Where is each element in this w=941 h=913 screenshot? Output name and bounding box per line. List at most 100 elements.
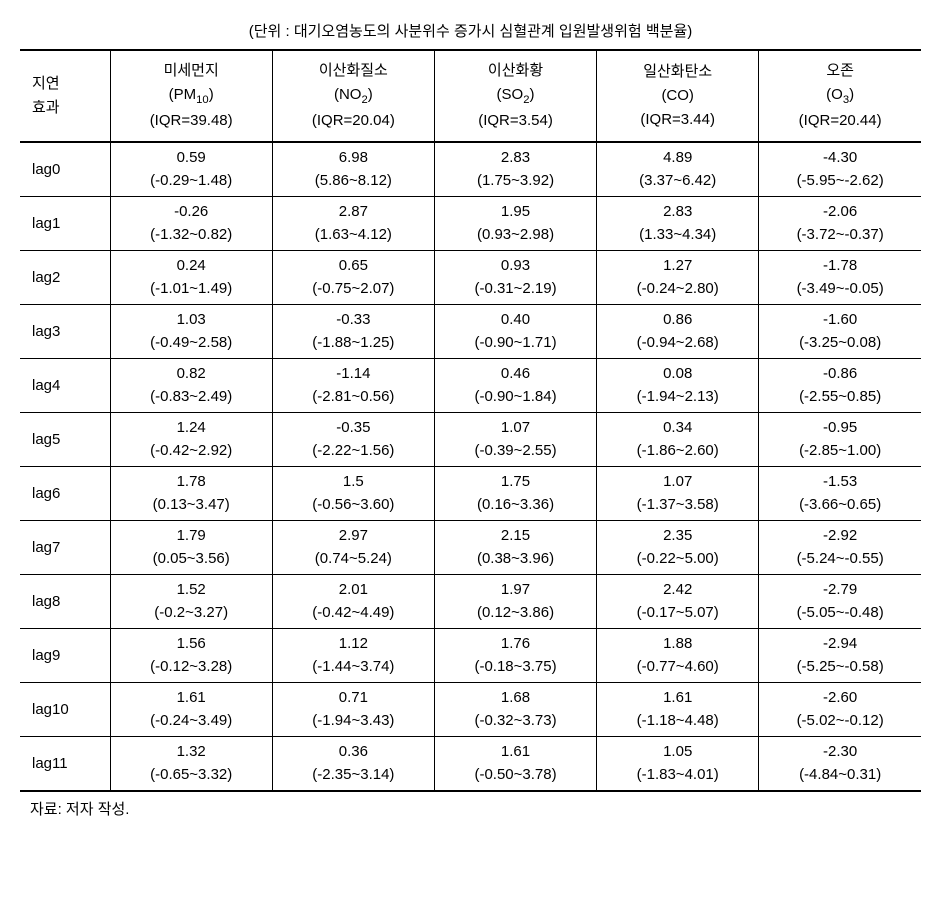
table-row: lag81.52(-0.2~3.27)2.01(-0.42~4.49)1.97(…: [20, 575, 921, 629]
header-formula: (NO2): [334, 86, 373, 103]
cell-value: 0.86: [599, 309, 756, 332]
data-cell: 2.15(0.38~3.96): [434, 521, 596, 575]
data-cell: 0.86(-0.94~2.68): [597, 305, 759, 359]
cell-value: 0.24: [113, 255, 270, 278]
data-cell: 0.46(-0.90~1.84): [434, 359, 596, 413]
cell-range: (-0.12~3.28): [113, 656, 270, 679]
table-row: lag51.24(-0.42~2.92)-0.35(-2.22~1.56)1.0…: [20, 413, 921, 467]
unit-label: (단위 : 대기오염농도의 사분위수 증가시 심혈관계 입원발생위험 백분율): [20, 20, 921, 41]
data-cell: 0.71(-1.94~3.43): [272, 683, 434, 737]
cell-range: (-2.85~1.00): [761, 440, 919, 463]
data-cell: 1.79(0.05~3.56): [110, 521, 272, 575]
lag-cell: lag1: [20, 197, 110, 251]
table-row: lag111.32(-0.65~3.32)0.36(-2.35~3.14)1.6…: [20, 737, 921, 792]
table-row: lag91.56(-0.12~3.28)1.12(-1.44~3.74)1.76…: [20, 629, 921, 683]
header-o3: 오존 (O3) (IQR=20.44): [759, 50, 921, 142]
data-cell: 1.12(-1.44~3.74): [272, 629, 434, 683]
cell-range: (0.74~5.24): [275, 548, 432, 571]
cell-value: 1.79: [113, 525, 270, 548]
cell-value: 1.56: [113, 633, 270, 656]
header-iqr: (IQR=20.04): [312, 112, 395, 129]
header-iqr: (IQR=3.44): [640, 111, 715, 128]
header-name: 미세먼지: [164, 62, 219, 79]
cell-value: -4.30: [761, 147, 919, 170]
cell-range: (-0.83~2.49): [113, 386, 270, 409]
cell-value: 1.61: [599, 687, 756, 710]
data-cell: 1.61(-1.18~4.48): [597, 683, 759, 737]
table-row: lag61.78(0.13~3.47)1.5(-0.56~3.60)1.75(0…: [20, 467, 921, 521]
data-cell: 0.08(-1.94~2.13): [597, 359, 759, 413]
cell-range: (-3.25~0.08): [761, 332, 919, 355]
data-cell: -0.35(-2.22~1.56): [272, 413, 434, 467]
cell-range: (-0.32~3.73): [437, 710, 594, 733]
cell-range: (1.33~4.34): [599, 224, 756, 247]
cell-value: -2.30: [761, 741, 919, 764]
header-iqr: (IQR=39.48): [150, 112, 233, 129]
cell-range: (-5.25~-0.58): [761, 656, 919, 679]
data-cell: 1.27(-0.24~2.80): [597, 251, 759, 305]
data-cell: 1.68(-0.32~3.73): [434, 683, 596, 737]
lag-cell: lag3: [20, 305, 110, 359]
cell-value: 0.40: [437, 309, 594, 332]
lag-cell: lag10: [20, 683, 110, 737]
cell-value: 0.93: [437, 255, 594, 278]
data-cell: -2.06(-3.72~-0.37): [759, 197, 921, 251]
data-cell: 6.98(5.86~8.12): [272, 142, 434, 197]
header-pm10: 미세먼지 (PM10) (IQR=39.48): [110, 50, 272, 142]
data-cell: 0.34(-1.86~2.60): [597, 413, 759, 467]
cell-value: 1.03: [113, 309, 270, 332]
cell-value: -0.33: [275, 309, 432, 332]
cell-value: -1.78: [761, 255, 919, 278]
cell-value: -0.26: [113, 201, 270, 224]
data-cell: 4.89(3.37~6.42): [597, 142, 759, 197]
cell-value: -0.95: [761, 417, 919, 440]
cell-range: (-1.18~4.48): [599, 710, 756, 733]
cell-value: -2.92: [761, 525, 919, 548]
header-name: 이산화질소: [319, 62, 388, 79]
cell-range: (-3.66~0.65): [761, 494, 919, 517]
cell-range: (-0.18~3.75): [437, 656, 594, 679]
data-cell: 1.07(-1.37~3.58): [597, 467, 759, 521]
data-cell: -1.60(-3.25~0.08): [759, 305, 921, 359]
cell-value: -0.86: [761, 363, 919, 386]
cell-value: 0.08: [599, 363, 756, 386]
cell-range: (-0.42~2.92): [113, 440, 270, 463]
cell-range: (-0.31~2.19): [437, 278, 594, 301]
data-cell: 2.83(1.33~4.34): [597, 197, 759, 251]
cell-value: 1.68: [437, 687, 594, 710]
data-cell: 0.82(-0.83~2.49): [110, 359, 272, 413]
cell-range: (-2.35~3.14): [275, 764, 432, 787]
table-row: lag40.82(-0.83~2.49)-1.14(-2.81~0.56)0.4…: [20, 359, 921, 413]
table-row: lag101.61(-0.24~3.49)0.71(-1.94~3.43)1.6…: [20, 683, 921, 737]
data-cell: 1.97(0.12~3.86): [434, 575, 596, 629]
cell-range: (-5.24~-0.55): [761, 548, 919, 571]
data-table: 지연효과 미세먼지 (PM10) (IQR=39.48) 이산화질소 (NO2)…: [20, 49, 921, 792]
cell-value: 1.05: [599, 741, 756, 764]
lag-cell: lag2: [20, 251, 110, 305]
cell-value: 1.07: [437, 417, 594, 440]
cell-value: 1.61: [437, 741, 594, 764]
header-formula: (O3): [826, 86, 854, 103]
cell-range: (-0.24~2.80): [599, 278, 756, 301]
cell-value: 2.15: [437, 525, 594, 548]
cell-range: (-0.29~1.48): [113, 170, 270, 193]
cell-range: (-5.05~-0.48): [761, 602, 919, 625]
cell-range: (-0.94~2.68): [599, 332, 756, 355]
cell-value: 1.07: [599, 471, 756, 494]
cell-range: (-0.65~3.32): [113, 764, 270, 787]
data-cell: -0.26(-1.32~0.82): [110, 197, 272, 251]
data-cell: 2.42(-0.17~5.07): [597, 575, 759, 629]
header-co: 일산화탄소 (CO) (IQR=3.44): [597, 50, 759, 142]
cell-value: -0.35: [275, 417, 432, 440]
cell-value: 1.12: [275, 633, 432, 656]
lag-cell: lag0: [20, 142, 110, 197]
table-row: lag31.03(-0.49~2.58)-0.33(-1.88~1.25)0.4…: [20, 305, 921, 359]
cell-range: (-5.02~-0.12): [761, 710, 919, 733]
cell-range: (0.16~3.36): [437, 494, 594, 517]
cell-range: (-5.95~-2.62): [761, 170, 919, 193]
data-cell: 2.83(1.75~3.92): [434, 142, 596, 197]
cell-range: (-1.88~1.25): [275, 332, 432, 355]
cell-value: 0.36: [275, 741, 432, 764]
cell-value: 2.83: [599, 201, 756, 224]
data-cell: 0.65(-0.75~2.07): [272, 251, 434, 305]
